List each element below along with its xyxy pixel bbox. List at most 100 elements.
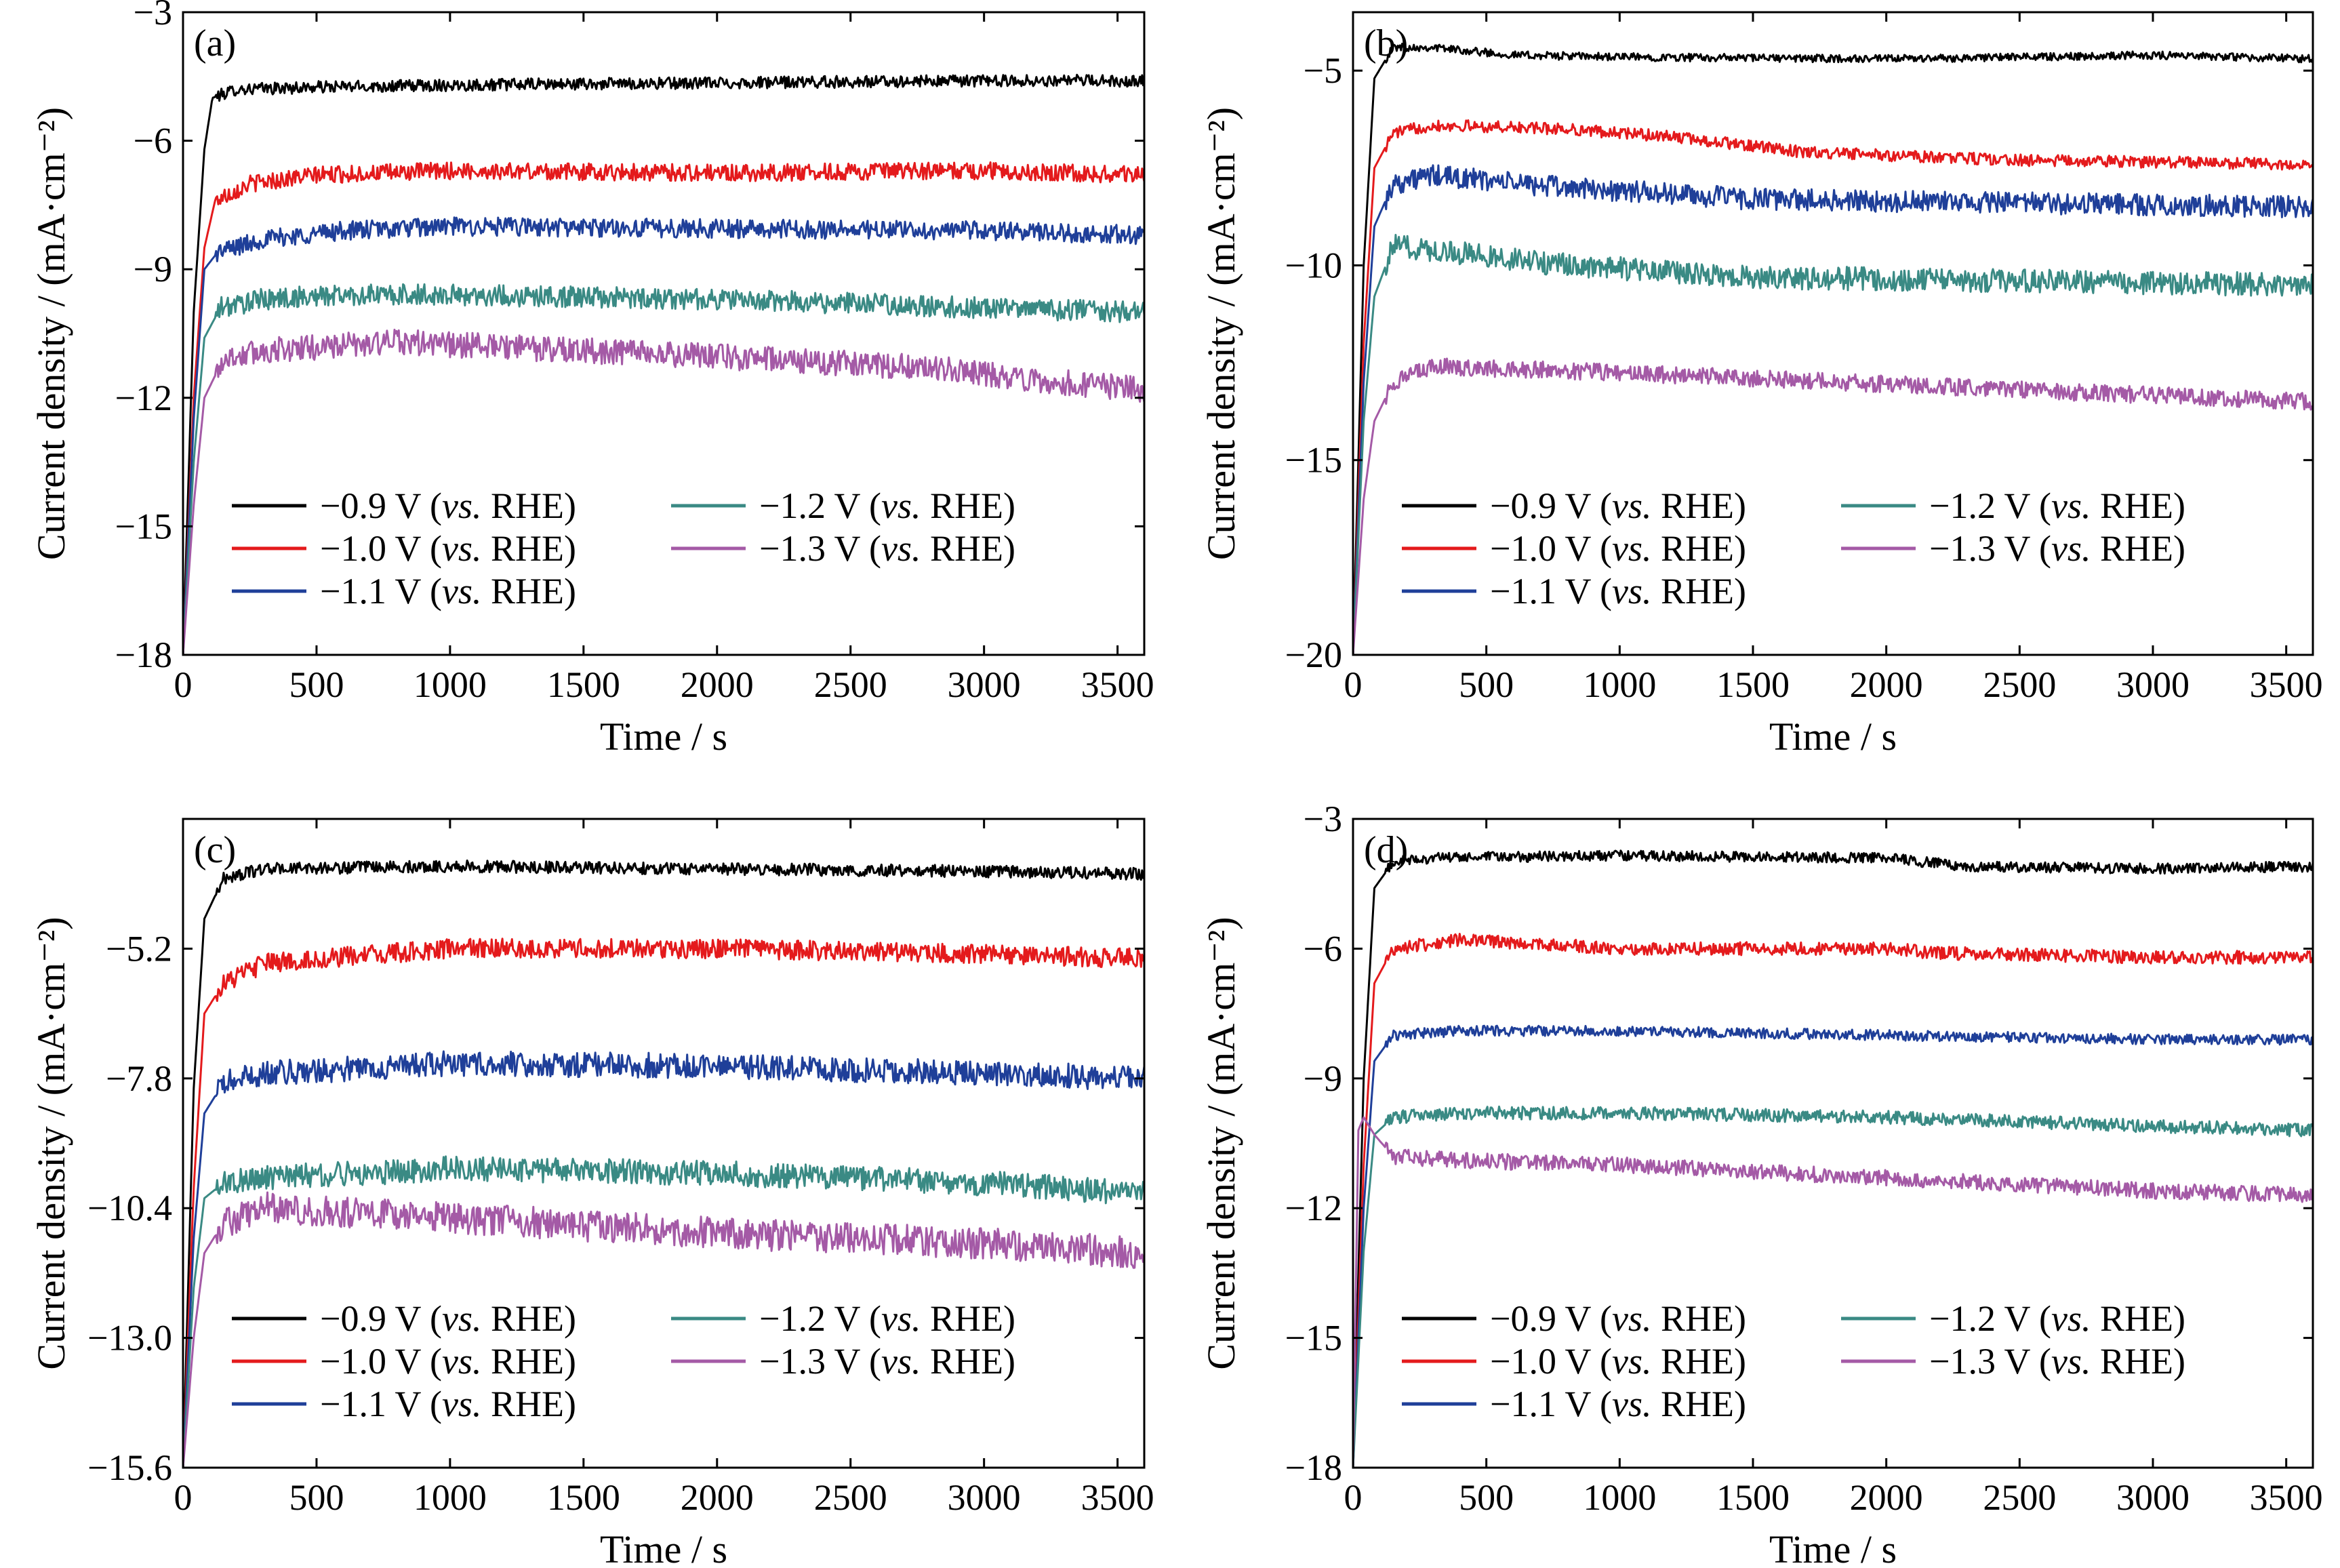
y-axis-label: Current density / (mA·cm⁻²): [29, 107, 73, 560]
x-tick-label: 1500: [1716, 664, 1790, 705]
y-tick-label: −9: [1304, 1058, 1342, 1099]
series-line-4: [183, 283, 1144, 655]
x-tick-label: 2500: [1983, 664, 2056, 705]
y-tick-label: −12: [115, 378, 172, 418]
x-tick-label: 2000: [681, 1477, 754, 1518]
x-tick-label: 2500: [1983, 1477, 2056, 1518]
x-tick-label: 1000: [413, 664, 487, 705]
plot-frame: [1352, 11, 2314, 656]
plot-frame: [1352, 818, 2314, 1469]
legend-entry-label: −1.2 V (vs. RHE): [1929, 485, 2185, 526]
legend-entry-label: −1.2 V (vs. RHE): [759, 485, 1015, 526]
x-tick-label: 2000: [1850, 1477, 1923, 1518]
x-axis-label: Time / s: [600, 1527, 727, 1568]
legend-entry-label: −1.1 V (vs. RHE): [1490, 1384, 1746, 1424]
series-line-2: [183, 938, 1144, 1468]
y-axis-label: Current density / (mA·cm⁻²): [1199, 917, 1243, 1369]
panel-label: (a): [194, 22, 236, 64]
legend-entry-label: −1.1 V (vs. RHE): [1490, 571, 1746, 611]
x-axis-label: Time / s: [1769, 715, 1897, 759]
series-lines: [183, 859, 1144, 1468]
legend-entry-label: −1.3 V (vs. RHE): [1929, 1341, 2185, 1382]
x-tick-label: 3500: [1081, 664, 1154, 705]
series-lines: [1353, 43, 2313, 655]
y-tick-label: −20: [1285, 635, 1342, 675]
legend-entry-label: −1.0 V (vs. RHE): [320, 528, 576, 569]
y-tick-label: −15: [1285, 440, 1342, 481]
series-line-2: [183, 161, 1144, 655]
y-tick-label: −10.4: [87, 1188, 172, 1228]
series-line-1: [1353, 43, 2313, 655]
legend-entry-label: −0.9 V (vs. RHE): [1490, 485, 1746, 526]
x-tick-label: 3000: [2116, 664, 2190, 705]
series-line-2: [1353, 119, 2313, 655]
x-tick-label: 1000: [1583, 1477, 1656, 1518]
legend-entry-label: −0.9 V (vs. RHE): [320, 485, 576, 526]
y-tick-label: −7.8: [106, 1058, 172, 1099]
y-tick-label: −5.2: [106, 928, 172, 969]
x-tick-label: 3500: [2250, 1477, 2323, 1518]
series-line-3: [183, 216, 1144, 655]
panel-a: 0 500 1000 1500 2000 2500 3000 3500 −18 −15 −12 −9 −…: [29, 0, 1154, 759]
x-tick-label: 0: [1344, 1477, 1363, 1518]
series-line-4: [1353, 234, 2313, 655]
x-tick-label: 3000: [948, 1477, 1021, 1518]
plot-frame: [182, 11, 1146, 656]
series-line-2: [1353, 933, 2313, 1468]
series-line-5: [183, 328, 1144, 655]
panel-label: (b): [1364, 22, 1408, 64]
x-tick-label: 500: [1459, 664, 1514, 705]
y-tick-label: −6: [1304, 928, 1342, 969]
x-tick-label: 500: [289, 664, 344, 705]
x-tick-label: 1500: [547, 664, 620, 705]
legend-entry-label: −0.9 V (vs. RHE): [1490, 1298, 1746, 1339]
legend-entry-label: −1.0 V (vs. RHE): [1490, 1341, 1746, 1382]
legend-entry-label: −1.3 V (vs. RHE): [759, 528, 1015, 569]
x-tick-label: 1000: [413, 1477, 487, 1518]
legend-entry-label: −1.2 V (vs. RHE): [1929, 1298, 2185, 1339]
x-tick-label: 2000: [1850, 664, 1923, 705]
legend-entry-label: −1.1 V (vs. RHE): [320, 571, 576, 611]
y-tick-label: −3: [1304, 799, 1342, 839]
legend-entry-label: −1.2 V (vs. RHE): [759, 1298, 1015, 1339]
panel-label: (c): [194, 829, 236, 871]
series-line-5: [1353, 357, 2313, 655]
x-axis-label: Time / s: [1769, 1527, 1897, 1568]
x-tick-label: 1500: [547, 1477, 620, 1518]
y-axis-label: Current density / (mA·cm⁻²): [29, 917, 73, 1369]
series-line-5: [1353, 1116, 2313, 1468]
legend-entry-label: −0.9 V (vs. RHE): [320, 1298, 576, 1339]
series-line-1: [183, 73, 1144, 655]
x-tick-label: 3500: [2250, 664, 2323, 705]
y-tick-label: −12: [1285, 1188, 1342, 1228]
x-tick-label: 3000: [2116, 1477, 2190, 1518]
x-tick-label: 2000: [681, 664, 754, 705]
y-axis-label: Current density / (mA·cm⁻²): [1199, 107, 1243, 560]
legend: −0.9 V (vs. RHE)−1.0 V (vs. RHE)−1.1 V (…: [1402, 1298, 2185, 1424]
x-tick-label: 3500: [1081, 1477, 1154, 1518]
panel-label: (d): [1364, 829, 1408, 871]
series-line-3: [183, 1050, 1144, 1468]
series-lines: [183, 73, 1144, 655]
y-tick-label: −5: [1304, 50, 1342, 91]
y-tick-label: −15: [115, 506, 172, 546]
x-tick-label: 3000: [948, 664, 1021, 705]
x-tick-label: 0: [174, 1477, 193, 1518]
x-tick-label: 500: [289, 1477, 344, 1518]
x-tick-label: 0: [1344, 664, 1363, 705]
legend: −0.9 V (vs. RHE)−1.0 V (vs. RHE)−1.1 V (…: [232, 485, 1015, 611]
legend-entry-label: −1.3 V (vs. RHE): [759, 1341, 1015, 1382]
series-line-4: [1353, 1105, 2313, 1468]
y-tick-label: −6: [134, 121, 172, 161]
panel-c: 0 500 1000 1500 2000 2500 3000 3500 −15.6 −13.0 −1…: [29, 818, 1154, 1568]
panel-d: 0 500 1000 1500 2000 2500 3000 3500 −18 −15 −12 −9 −…: [1199, 799, 2323, 1568]
y-tick-label: −10: [1285, 245, 1342, 285]
series-line-4: [183, 1155, 1144, 1468]
panel-b: 0 500 1000 1500 2000 2500 3000 3500 −20 −15 −10 −5 T…: [1199, 11, 2323, 759]
x-axis-label: Time / s: [600, 715, 727, 759]
series-line-1: [183, 859, 1144, 1468]
series-line-3: [1353, 1024, 2313, 1468]
series-lines: [1353, 849, 2313, 1468]
y-tick-label: −13.0: [87, 1318, 172, 1359]
